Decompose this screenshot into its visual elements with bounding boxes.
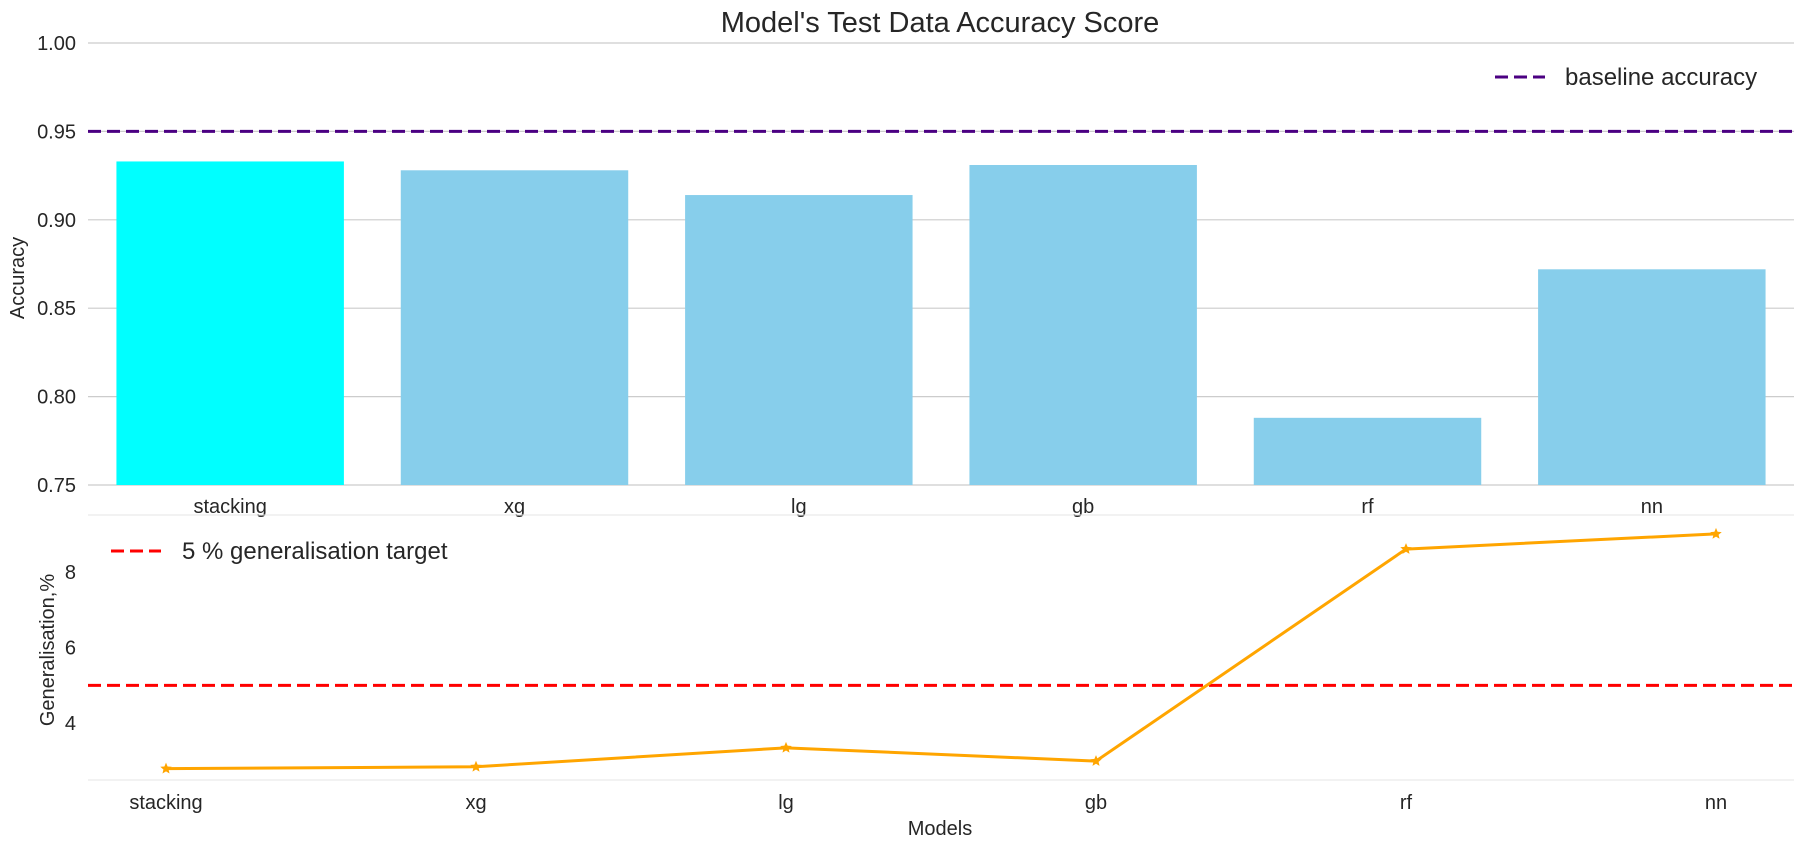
bottom-x-tick-gb: gb	[1085, 792, 1107, 814]
bottom-y-tick: 8	[65, 562, 76, 584]
top-y-tick: 0.80	[37, 387, 76, 409]
bottom-x-tick-lg: lg	[778, 792, 794, 814]
bar-rf	[1254, 418, 1481, 485]
bottom-x-tick-stacking: stacking	[129, 792, 202, 814]
top-y-tick: 1.00	[37, 33, 76, 55]
bottom-x-tick-rf: rf	[1400, 792, 1413, 814]
top-y-tick: 0.95	[37, 121, 76, 143]
top-y-tick-labels: 0.75 0.80 0.85 0.90 0.95 1.00	[37, 33, 76, 497]
chart-title: Model's Test Data Accuracy Score	[721, 7, 1160, 39]
generalisation-line	[166, 534, 1716, 769]
top-y-tick: 0.85	[37, 298, 76, 320]
top-legend: baseline accuracy	[1495, 64, 1757, 91]
bar-gb	[969, 165, 1196, 485]
bottom-x-tick-xg: xg	[465, 792, 486, 814]
bottom-legend-label: 5 % generalisation target	[182, 538, 448, 565]
marker-xg	[470, 761, 481, 772]
top-y-tick: 0.90	[37, 210, 76, 232]
top-legend-label: baseline accuracy	[1565, 64, 1757, 91]
bottom-y-tick: 4	[65, 713, 76, 735]
bar-stacking	[116, 161, 343, 485]
bar-lg	[685, 195, 912, 485]
marker-nn	[1710, 528, 1721, 539]
top-y-tick: 0.75	[37, 475, 76, 497]
bottom-x-axis-label: Models	[908, 818, 972, 840]
bottom-y-tick: 6	[65, 638, 76, 660]
bottom-y-axis-label: Generalisation,%	[37, 574, 59, 727]
top-bars	[116, 161, 1765, 485]
marker-stacking	[160, 763, 171, 774]
bottom-x-tick-nn: nn	[1705, 792, 1727, 814]
bar-xg	[401, 170, 628, 485]
top-y-axis-label: Accuracy	[7, 237, 29, 319]
bottom-y-tick-labels: 4 6 8	[65, 562, 76, 735]
marker-lg	[780, 742, 791, 753]
bottom-x-tick-labels: stacking xg lg gb rf nn	[129, 792, 1727, 814]
bottom-legend: 5 % generalisation target	[111, 538, 448, 565]
bar-nn	[1538, 269, 1765, 485]
